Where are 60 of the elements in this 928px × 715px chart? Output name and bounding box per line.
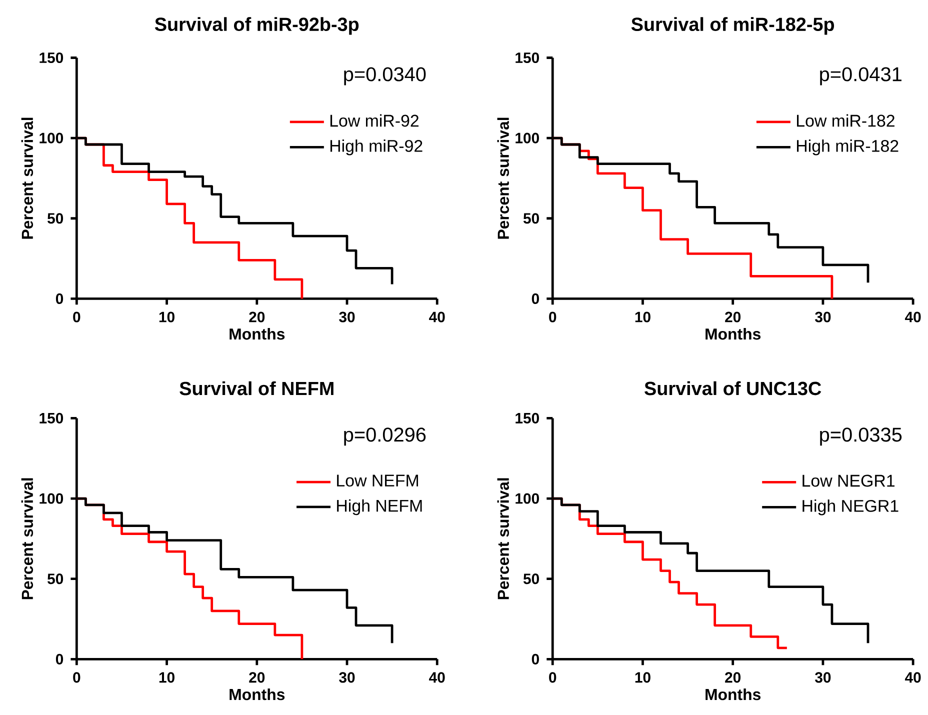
y-tick-label: 0 bbox=[56, 654, 64, 664]
x-tick-label: 0 bbox=[73, 312, 80, 322]
chart-title: Survival of miR-92b-3p bbox=[154, 17, 359, 35]
legend-label: High NEGR1 bbox=[802, 500, 898, 516]
x-tick-label: 20 bbox=[725, 312, 741, 322]
annotation: p=0.0296 bbox=[344, 428, 426, 446]
y-tick-label: 0 bbox=[532, 654, 539, 664]
y-tick-label: 50 bbox=[523, 213, 539, 224]
chart-title: Survival of miR-182-5p bbox=[631, 17, 834, 35]
x-tick-label: 20 bbox=[249, 672, 265, 683]
y-tick-label: 50 bbox=[523, 574, 539, 584]
x-axis-title: Months bbox=[230, 688, 285, 700]
y-tick-label: 100 bbox=[516, 132, 539, 144]
x-tick-label: 0 bbox=[549, 312, 556, 322]
y-tick-label: 150 bbox=[40, 52, 64, 64]
x-tick-label: 30 bbox=[339, 312, 355, 322]
x-tick-label: 0 bbox=[549, 672, 556, 683]
legend-label: Low miR-92 bbox=[330, 114, 419, 127]
legend-label: Low NEFM bbox=[337, 474, 418, 487]
legend-label: Low miR-182 bbox=[797, 114, 894, 127]
x-tick-label: 40 bbox=[429, 312, 445, 322]
x-tick-label: 30 bbox=[339, 672, 355, 683]
annotation: p=0.0431 bbox=[820, 67, 902, 86]
y-tick-label: 150 bbox=[516, 52, 539, 64]
x-axis-title: Months bbox=[706, 688, 761, 700]
chart-title: Survival of UNC13C bbox=[644, 381, 822, 396]
y-axis-title: Percent survival bbox=[21, 478, 34, 600]
y-tick-label: 100 bbox=[40, 132, 64, 144]
annotation: p=0.0340 bbox=[344, 67, 426, 86]
x-axis-title: Months bbox=[706, 328, 761, 340]
x-tick-label: 20 bbox=[249, 312, 265, 322]
x-tick-label: 30 bbox=[814, 672, 831, 683]
x-tick-label: 10 bbox=[159, 312, 174, 322]
x-tick-label: 10 bbox=[635, 672, 650, 683]
legend-label: High miR-182 bbox=[797, 140, 898, 156]
legend-label: Low NEGR1 bbox=[802, 474, 894, 487]
y-axis-title: Percent survival bbox=[497, 118, 509, 239]
y-tick-label: 150 bbox=[40, 412, 64, 424]
y-tick-label: 0 bbox=[56, 293, 64, 304]
x-tick-label: 10 bbox=[159, 672, 174, 683]
x-tick-label: 40 bbox=[904, 312, 921, 322]
y-tick-label: 0 bbox=[532, 293, 539, 304]
y-tick-label: 50 bbox=[48, 574, 64, 584]
legend-label: High NEFM bbox=[337, 499, 422, 516]
y-tick-label: 100 bbox=[516, 493, 539, 504]
x-tick-label: 30 bbox=[814, 312, 831, 322]
legend-label: High miR-92 bbox=[330, 140, 422, 156]
x-tick-label: 10 bbox=[635, 312, 650, 322]
x-tick-label: 0 bbox=[73, 672, 80, 683]
y-tick-label: 50 bbox=[48, 213, 64, 224]
y-tick-label: 100 bbox=[40, 493, 64, 504]
x-axis-title: Months bbox=[230, 328, 285, 340]
x-tick-label: 40 bbox=[904, 672, 921, 683]
y-tick-label: 150 bbox=[516, 412, 539, 424]
y-axis-title: Percent survival bbox=[21, 118, 34, 239]
x-tick-label: 40 bbox=[429, 672, 445, 683]
x-tick-label: 20 bbox=[725, 672, 741, 683]
annotation: p=0.0335 bbox=[820, 428, 902, 446]
y-axis-title: Percent survival bbox=[497, 478, 509, 600]
chart-title: Survival of NEFM bbox=[180, 381, 334, 396]
